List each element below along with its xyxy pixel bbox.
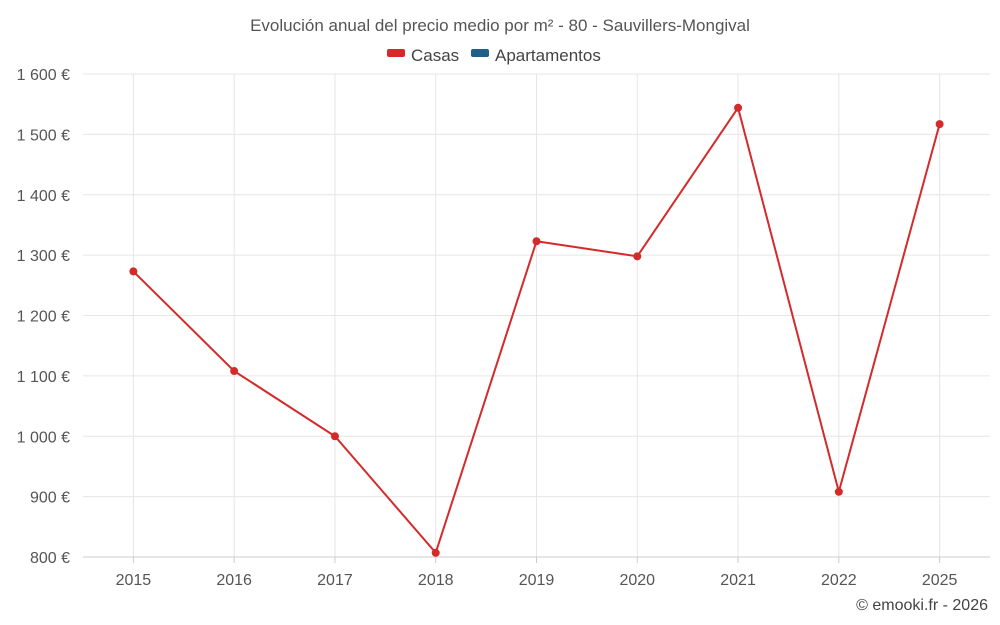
data-point[interactable]: [431, 548, 440, 557]
data-point[interactable]: [633, 252, 642, 261]
legend-swatch-apartamentos: [471, 49, 489, 57]
x-tick-label: 2020: [619, 572, 655, 589]
data-point[interactable]: [230, 367, 239, 376]
legend: Casas Apartamentos: [387, 46, 601, 65]
legend-label-apartamentos: Apartamentos: [495, 46, 601, 65]
y-tick-label: 800 €: [30, 550, 70, 567]
x-tick-label: 2015: [116, 572, 152, 589]
data-point[interactable]: [129, 267, 138, 276]
credit-text: © emooki.fr - 2026: [856, 597, 988, 614]
x-tick-label: 2021: [720, 572, 756, 589]
legend-item-apartamentos[interactable]: Apartamentos: [471, 46, 601, 65]
y-tick-label: 900 €: [30, 490, 70, 507]
grid: [83, 73, 990, 558]
x-tick-label: 2018: [418, 572, 454, 589]
y-tick-label: 1 200 €: [17, 309, 70, 326]
legend-label-casas: Casas: [411, 46, 459, 65]
series-layer: [129, 103, 944, 557]
x-axis: 2015 2016 2017 2018 2019 2020 2021 2022 2025: [83, 556, 990, 589]
data-point[interactable]: [532, 237, 541, 246]
x-tick-label: 2016: [216, 572, 252, 589]
data-point[interactable]: [734, 103, 743, 112]
y-tick-label: 1 100 €: [17, 369, 70, 386]
y-tick-label: 1 600 €: [17, 67, 70, 84]
chart-title: Evolución anual del precio medio por m² …: [250, 16, 750, 35]
data-point[interactable]: [330, 432, 339, 441]
x-tick-label: 2019: [519, 572, 555, 589]
y-tick-label: 1 300 €: [17, 248, 70, 265]
data-point[interactable]: [834, 487, 843, 496]
y-tick-label: 1 000 €: [17, 429, 70, 446]
legend-item-casas[interactable]: Casas: [387, 46, 459, 65]
y-axis: 800 € 900 € 1 000 € 1 100 € 1 200 € 1 300 € 1 …: [17, 67, 70, 567]
y-tick-label: 1 400 €: [17, 188, 70, 205]
x-tick-label: 2022: [821, 572, 857, 589]
x-tick-label: 2017: [317, 572, 353, 589]
x-tick-label: 2025: [922, 572, 958, 589]
data-point[interactable]: [935, 120, 944, 129]
y-tick-label: 1 500 €: [17, 127, 70, 144]
legend-swatch-casas: [387, 49, 405, 57]
